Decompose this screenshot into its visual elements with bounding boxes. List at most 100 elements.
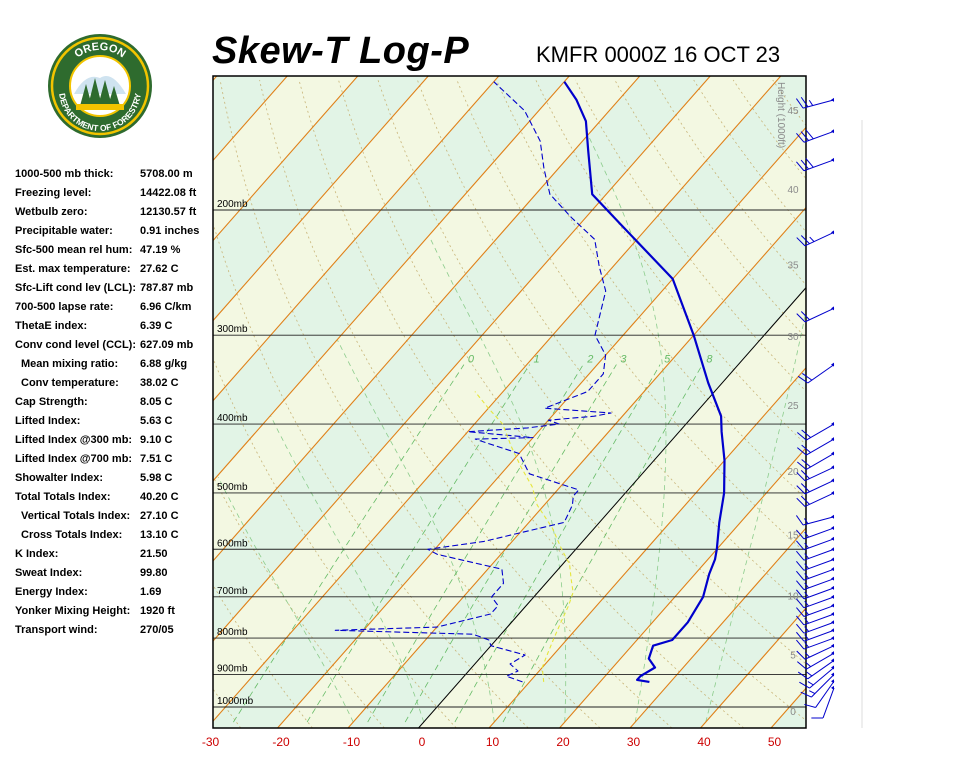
temperature-tick-label: -10 — [343, 735, 361, 749]
mixing-ratio-line — [367, 364, 584, 723]
mixing-ratio-label: 8 — [706, 354, 713, 366]
index-label: Sweat Index: — [15, 567, 83, 579]
wind-barb — [796, 157, 835, 172]
index-value: 21.50 — [140, 548, 168, 560]
mixing-ratio-line — [306, 364, 530, 723]
index-row: Transport wind: 270/05 — [15, 624, 215, 643]
index-row: Lifted Index @700 mb: 7.51 C — [15, 453, 215, 472]
isotherm-line — [912, 76, 960, 728]
index-value: 5708.00 m — [140, 168, 193, 180]
index-row: Est. max temperature: 27.62 C — [15, 263, 215, 282]
temperature-band — [213, 76, 806, 728]
isotherm-line — [213, 76, 570, 482]
temperature-tick-label: 0 — [419, 735, 426, 749]
index-value: 1920 ft — [140, 605, 175, 617]
dry-adiabat-line — [219, 79, 601, 728]
index-row: Freezing level: 14422.08 ft — [15, 187, 215, 206]
pressure-label: 800mb — [217, 627, 248, 638]
index-row: Showalter Index: 5.98 C — [15, 472, 215, 491]
wind-barb — [796, 490, 835, 507]
wind-barb — [795, 96, 835, 109]
wind-barb — [800, 672, 835, 698]
index-row: Sfc-500 mean rel hum: 47.19 % — [15, 244, 215, 263]
index-value: 5.63 C — [140, 415, 173, 427]
isotherm-line — [700, 607, 806, 728]
isotherm-line — [213, 76, 500, 402]
temperature-tick-label: -20 — [272, 735, 290, 749]
wind-barb — [797, 362, 835, 384]
pressure-label: 600mb — [217, 538, 248, 549]
index-label: Yonker Mixing Height: — [15, 605, 131, 617]
index-value: 27.62 C — [140, 263, 179, 275]
wind-barb — [795, 514, 835, 526]
dry-adiabat-line — [213, 221, 529, 728]
index-value: 27.10 C — [140, 510, 179, 522]
dry-adiabat-line — [298, 79, 745, 728]
temperature-band — [842, 76, 960, 728]
dewpoint-trace — [334, 81, 612, 683]
isotherm-line — [0, 76, 76, 728]
isotherm-line — [213, 76, 782, 723]
wind-barb — [804, 679, 835, 708]
wind-barb — [796, 636, 835, 650]
parcel-trace — [474, 391, 574, 682]
index-value: 627.09 mb — [140, 339, 194, 351]
index-value: 1.69 — [140, 586, 162, 598]
index-row: Energy Index: 1.69 — [15, 586, 215, 605]
index-row: Wetbulb zero: 12130.57 ft — [15, 206, 215, 225]
wind-barb — [797, 422, 835, 441]
isotherm-line — [213, 76, 218, 82]
dry-adiabat-line — [0, 80, 169, 728]
index-value: 787.87 mb — [140, 282, 194, 294]
temperature-band — [213, 76, 217, 81]
isotherm-line — [213, 76, 711, 642]
pressure-label: 400mb — [217, 413, 248, 424]
station-time-label: KMFR 0000Z 16 OCT 23 — [536, 42, 781, 67]
mixing-ratio-label: 3 — [620, 354, 627, 366]
mixing-ratio-line — [502, 364, 703, 723]
index-value: 0.91 inches — [140, 225, 200, 237]
wind-barb — [797, 658, 835, 680]
index-value: 38.02 C — [140, 377, 179, 389]
temperature-tick-label: 40 — [697, 735, 711, 749]
temperature-tick-label: 30 — [627, 735, 641, 749]
temperature-band — [0, 76, 146, 728]
isotherm-line — [559, 447, 806, 728]
mixing-ratio-line — [233, 364, 465, 723]
dry-adiabat-line — [456, 79, 806, 554]
index-row: 1000-500 mb thick: 5708.00 m — [15, 168, 215, 187]
isotherm-line — [842, 76, 960, 728]
wind-barb — [811, 685, 835, 719]
height-tick-label: 30 — [787, 332, 799, 343]
index-label: Sfc-Lift cond lev (LCL): — [15, 282, 136, 294]
index-row: Conv cond level (CCL): 627.09 mb — [15, 339, 215, 358]
wind-barb — [796, 536, 835, 551]
index-row: Precipitable water: 0.91 inches — [15, 225, 215, 244]
mixing-ratio-line — [454, 364, 661, 723]
wind-barb — [797, 437, 835, 456]
wind-barb — [796, 603, 835, 617]
isotherm-line — [213, 76, 359, 242]
dry-adiabat-line — [213, 357, 457, 728]
wind-barb — [799, 665, 835, 689]
wind-barb — [797, 451, 835, 470]
index-value: 6.39 C — [140, 320, 173, 332]
index-value: 6.88 g/kg — [140, 358, 188, 370]
dry-adiabat-line — [259, 79, 673, 728]
index-row: Mean mixing ratio: 6.88 g/kg — [15, 358, 215, 377]
index-label: K Index: — [15, 548, 59, 560]
index-label: Freezing level: — [15, 187, 92, 199]
index-value: 47.19 % — [140, 244, 181, 256]
height-tick-label: 5 — [790, 650, 796, 661]
height-tick-label: 25 — [787, 401, 799, 412]
index-row: Vertical Totals Index: 27.10 C — [15, 510, 215, 529]
isotherm-line — [0, 76, 146, 728]
wind-barb — [796, 557, 835, 571]
index-value: 40.20 C — [140, 491, 179, 503]
pressure-label: 1000mb — [217, 696, 254, 707]
index-label: ThetaE index: — [15, 320, 88, 332]
index-label: Lifted Index @300 mb: — [15, 434, 133, 446]
mixing-ratio-label: 5 — [664, 354, 671, 366]
moist-adiabat-line — [337, 340, 495, 723]
index-row: Total Totals Index: 40.20 C — [15, 491, 215, 510]
